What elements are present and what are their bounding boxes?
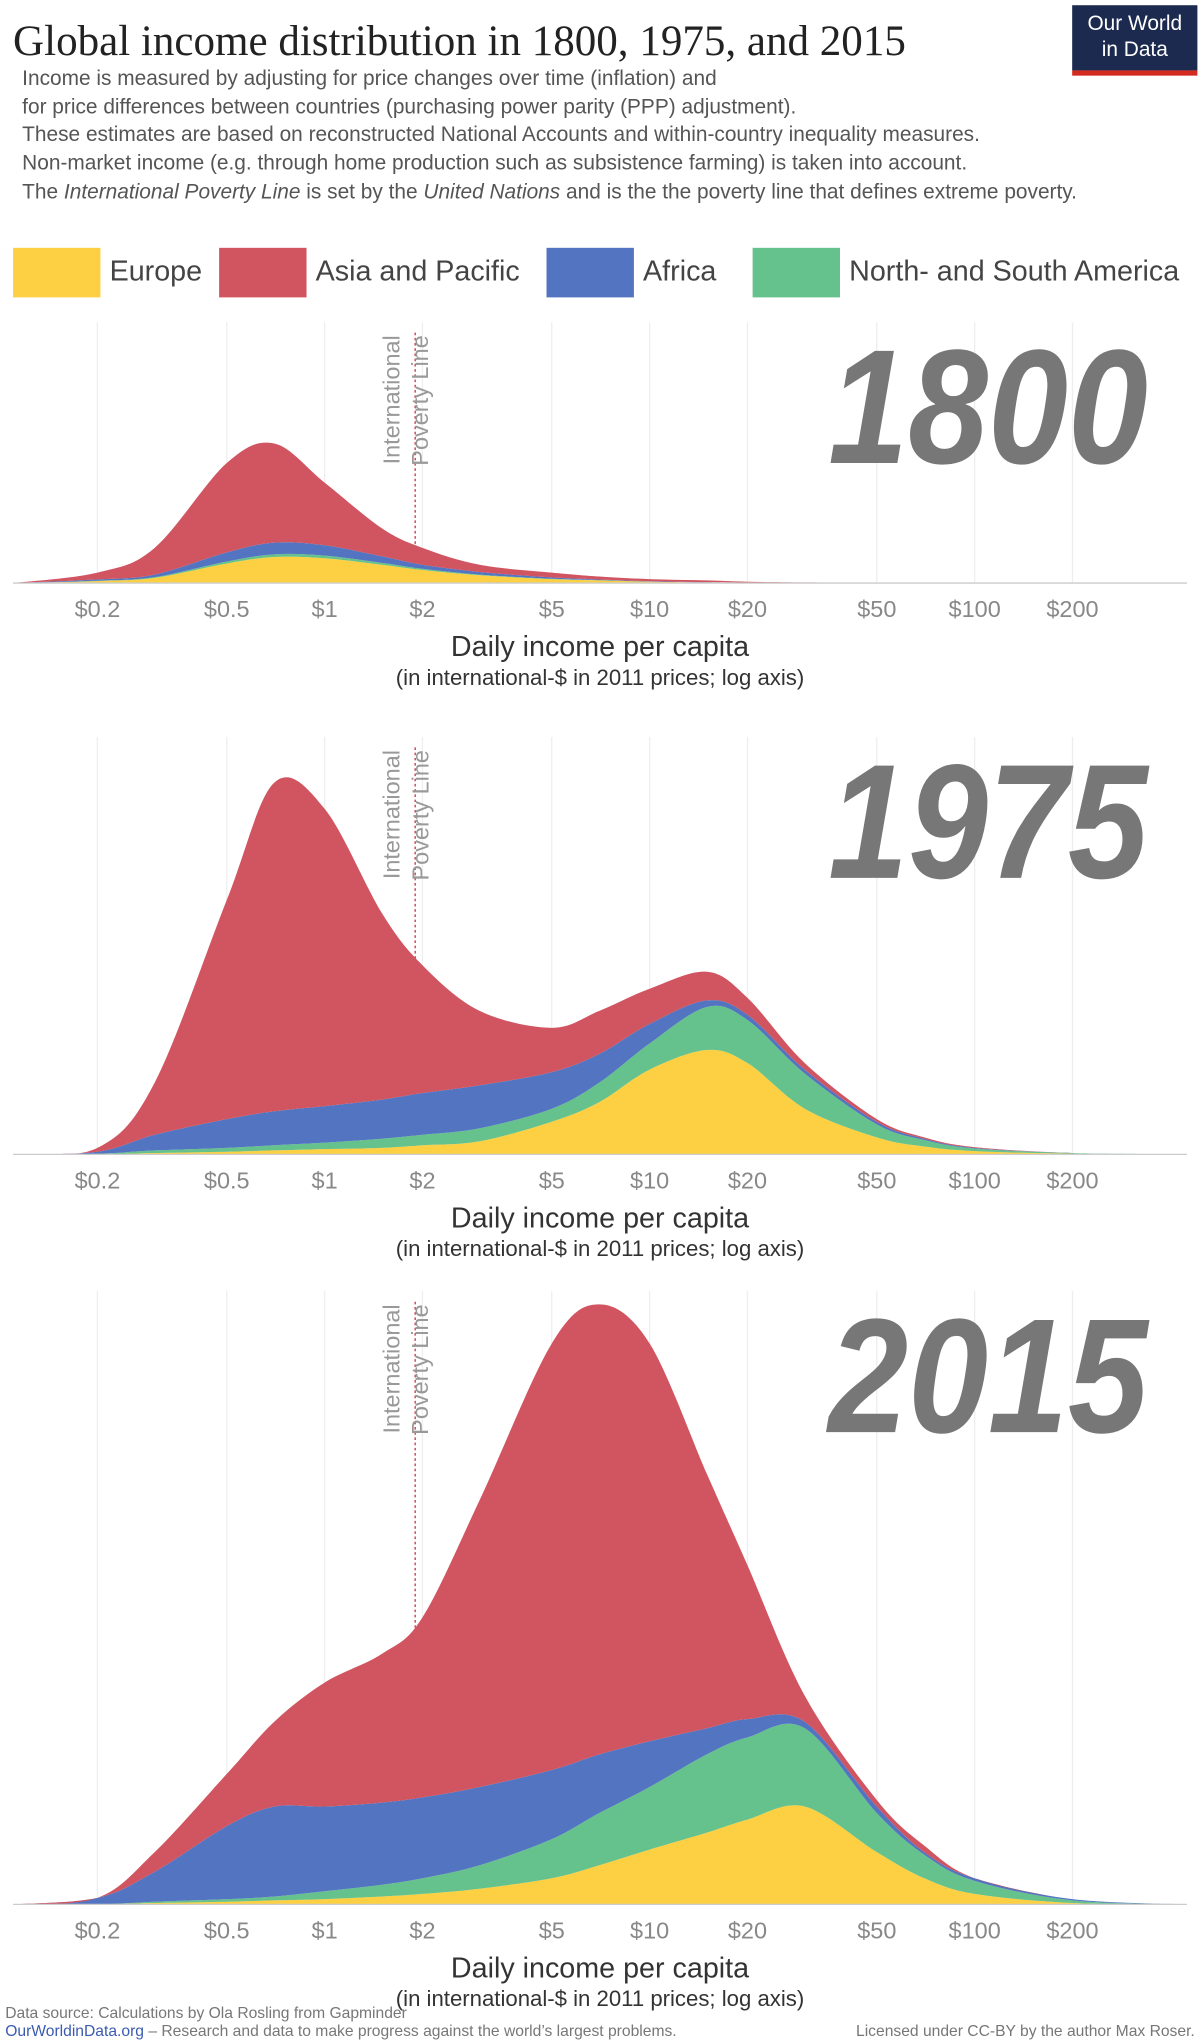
legend-label: Europe (110, 255, 203, 287)
areas (13, 1304, 1187, 1905)
x-tick-label: $2 (409, 596, 435, 622)
note-part: and is the the poverty line that defines… (560, 180, 1077, 203)
area (13, 1714, 1187, 1905)
poverty-label: Poverty Line (407, 1304, 433, 1434)
legend-swatch (752, 247, 840, 298)
area (13, 442, 1187, 584)
page-title: Global income distribution in 1800, 1975… (13, 18, 906, 65)
logo-bar (1072, 70, 1198, 76)
area (13, 1805, 1187, 1905)
x-axis-label: Daily income per capita (451, 1952, 749, 1984)
logo-text: Our World (1087, 12, 1182, 35)
logo-text: in Data (1102, 38, 1168, 61)
x-tick-label: $20 (728, 1167, 767, 1193)
x-tick-label: $5 (539, 1917, 565, 1943)
area (13, 1000, 1187, 1155)
chart: 1800 International Poverty Line $0.2 $0.5 $1 $… (13, 315, 1187, 690)
note: These estimates are based on reconstruct… (22, 123, 980, 146)
x-tick-label: $20 (728, 1917, 767, 1943)
x-tick-label: $10 (630, 1167, 669, 1193)
license: Licensed under CC-BY by the author Max R… (856, 2023, 1195, 2040)
poverty-label: Poverty Line (407, 335, 433, 465)
note-part: International Poverty Line (64, 180, 301, 203)
site-link[interactable]: OurWorldinData.org (5, 2023, 144, 2040)
x-tick-label: $200 (1046, 1917, 1098, 1943)
x-tick-label: $10 (630, 1917, 669, 1943)
chart: 1975 International Poverty Line $0.2 $0.5 $1 $… (13, 730, 1187, 1261)
area (13, 542, 1187, 584)
x-tick-label: $1 (312, 1917, 338, 1943)
logo-box (1072, 5, 1198, 71)
area (13, 1049, 1187, 1155)
x-tick-label: $100 (949, 1917, 1001, 1943)
x-tick-label: $50 (857, 1167, 896, 1193)
x-tick-label: $100 (949, 596, 1001, 622)
x-tick-label: $1 (312, 596, 338, 622)
area (13, 556, 1187, 584)
x-tick-label: $2 (409, 1917, 435, 1943)
poverty-label: Poverty Line (407, 750, 433, 880)
poverty-label: International (379, 1304, 405, 1433)
x-tick-label: $200 (1046, 596, 1098, 622)
year-label: 1975 (828, 730, 1150, 913)
x-axis-note: (in international-$ in 2011 prices; log … (396, 1236, 804, 1261)
areas (13, 777, 1187, 1155)
year-label: 1800 (828, 315, 1148, 498)
note-part: The (22, 180, 64, 203)
x-tick-label: $2 (409, 1167, 435, 1193)
x-tick-label: $1 (312, 1167, 338, 1193)
x-axis-label: Daily income per capita (451, 631, 749, 663)
x-axis-note: (in international-$ in 2011 prices; log … (396, 1986, 804, 2011)
legend-label: Asia and Pacific (316, 255, 520, 287)
note-part: is set by the (300, 180, 423, 203)
legend: Europe Asia and Pacific Africa North- and S… (13, 247, 1179, 298)
x-tick-label: $20 (728, 596, 767, 622)
chart: 2015 International Poverty Line $0.2 $0.5 $1 $… (13, 1284, 1187, 2011)
legend-label: North- and South America (849, 255, 1179, 287)
x-tick-label: $50 (857, 596, 896, 622)
poverty-label: International (379, 750, 405, 879)
legend-swatch (219, 247, 307, 298)
tagline: – Research and data to make progress aga… (144, 2023, 677, 2040)
poverty-label: International (379, 335, 405, 464)
areas (13, 442, 1187, 584)
area (13, 777, 1187, 1155)
x-tick-label: $0.5 (204, 596, 250, 622)
x-tick-label: $10 (630, 596, 669, 622)
x-axis-label: Daily income per capita (451, 1202, 749, 1234)
x-tick-label: $5 (539, 596, 565, 622)
year-label: 2015 (826, 1284, 1150, 1467)
x-tick-label: $50 (857, 1917, 896, 1943)
x-tick-label: $0.2 (75, 596, 121, 622)
note: Non-market income (e.g. through home pro… (22, 152, 967, 175)
x-tick-label: $200 (1046, 1167, 1098, 1193)
note: for price differences between countries … (22, 95, 796, 118)
x-axis-note: (in international-$ in 2011 prices; log … (396, 665, 804, 690)
x-tick-label: $5 (539, 1167, 565, 1193)
x-tick-label: $0.5 (204, 1167, 250, 1193)
area (13, 1723, 1187, 1905)
x-tick-label: $0.5 (204, 1917, 250, 1943)
x-tick-label: $0.2 (75, 1167, 121, 1193)
area (13, 1304, 1187, 1905)
x-tick-label: $100 (949, 1167, 1001, 1193)
site-line: OurWorldinData.org – Research and data t… (5, 2023, 676, 2040)
note: Income is measured by adjusting for pric… (22, 67, 717, 90)
note: The International Poverty Line is set by… (22, 180, 1077, 203)
note-part: United Nations (423, 180, 560, 203)
legend-swatch (546, 247, 634, 298)
x-tick-label: $0.2 (75, 1917, 121, 1943)
source: Data source: Calculations by Ola Rosling… (5, 2005, 407, 2022)
legend-swatch (13, 247, 101, 298)
legend-label: Africa (643, 255, 716, 287)
